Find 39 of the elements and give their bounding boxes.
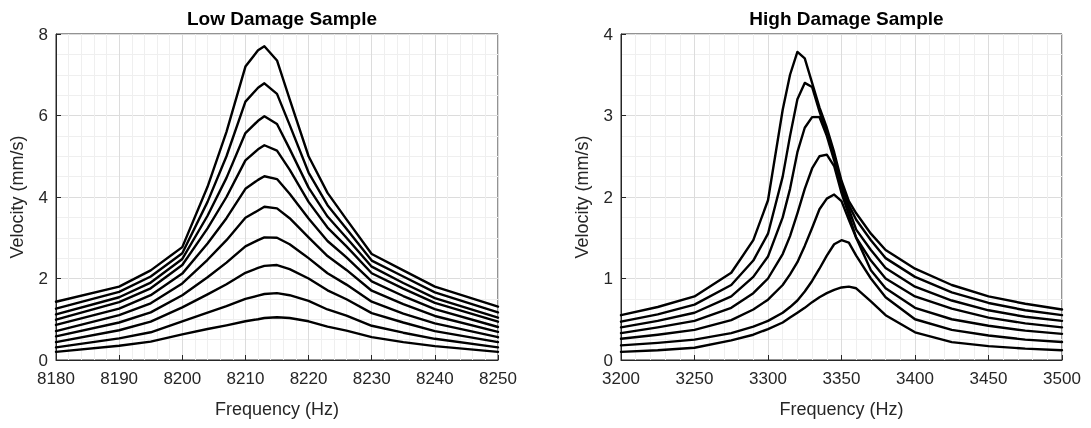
x-tick-label: 3450 <box>969 369 1008 388</box>
x-tick-label: 8190 <box>100 369 139 388</box>
y-tick-label: 1 <box>603 269 613 288</box>
line-series <box>54 175 500 329</box>
y-tick-label: 2 <box>38 269 48 288</box>
y-tick-label: 2 <box>603 187 613 207</box>
line-series <box>54 291 500 349</box>
x-tick-label: 8240 <box>415 369 454 388</box>
y-tick-label: 4 <box>603 24 613 44</box>
y-tick-label: 0 <box>38 350 48 370</box>
y-tick-label: 8 <box>38 24 48 44</box>
line-series <box>619 285 1064 354</box>
y-tick-label: 6 <box>38 106 48 125</box>
y-tick-label: 0 <box>603 350 613 370</box>
chart-title: Low Damage Sample <box>186 8 378 29</box>
x-tick-label: 3200 <box>602 369 640 388</box>
x-tick-label: 3250 <box>675 369 714 388</box>
line-series <box>54 205 500 334</box>
y-axis-title: Velocity (mm/s) <box>572 135 592 259</box>
chart-title: High Damage Sample <box>749 8 944 29</box>
x-tick-label: 8180 <box>37 369 75 388</box>
x-tick-label: 8230 <box>352 369 391 388</box>
x-tick-label: 3350 <box>822 369 861 388</box>
x-axis-title: Frequency (Hz) <box>214 399 340 419</box>
y-axis-title: Velocity (mm/s) <box>7 135 27 259</box>
line-series <box>54 263 500 344</box>
x-tick-label: 3400 <box>896 369 934 388</box>
x-tick-label: 8220 <box>289 369 328 388</box>
x-tick-label: 8210 <box>226 369 265 388</box>
line-series <box>54 236 500 339</box>
x-tick-label: 8200 <box>163 369 202 388</box>
line-series <box>619 239 1064 347</box>
y-tick-label: 3 <box>603 106 613 125</box>
x-tick-label: 8250 <box>479 369 517 388</box>
y-tick-label: 4 <box>38 187 48 207</box>
x-axis-title: Frequency (Hz) <box>779 399 904 419</box>
x-tick-label: 3300 <box>749 369 787 388</box>
line-series <box>54 316 500 354</box>
x-tick-label: 3500 <box>1043 369 1081 388</box>
